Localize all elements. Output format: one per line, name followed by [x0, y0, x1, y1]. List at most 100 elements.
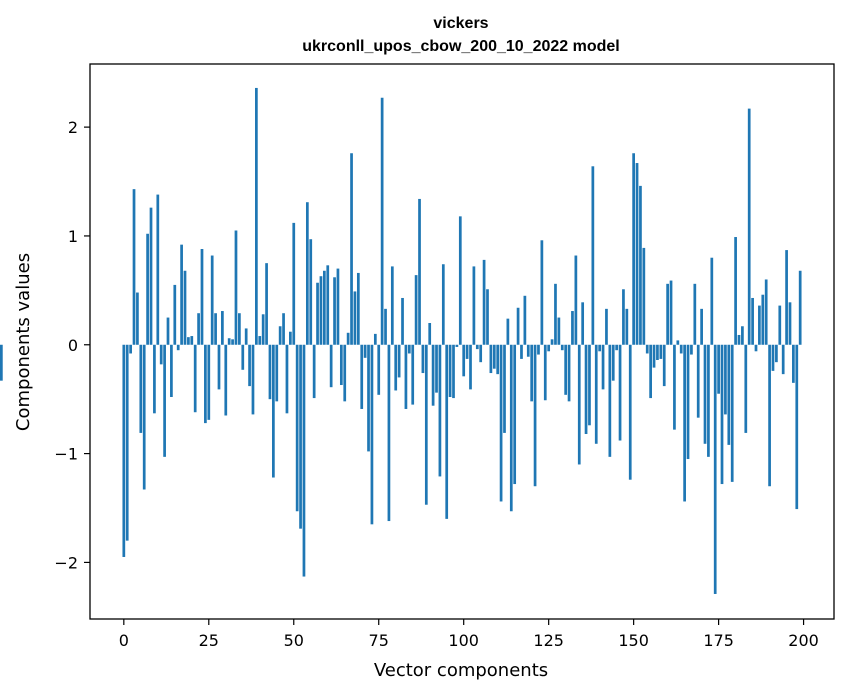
bar-26 [210, 255, 214, 345]
bar-159 [662, 344, 666, 387]
bar-99 [458, 216, 462, 345]
bar-86 [414, 275, 418, 345]
bar-46 [278, 326, 282, 345]
bar-28 [217, 344, 221, 390]
bar-176 [720, 344, 724, 485]
bar-41 [261, 314, 265, 345]
bar-161 [669, 280, 673, 345]
bar-9 [153, 344, 156, 414]
bar-195 [785, 250, 788, 345]
x-tick-label: 50 [284, 631, 304, 650]
bar-58 [319, 276, 323, 345]
bar-108 [489, 344, 493, 374]
bar-undefined [0, 344, 3, 381]
bar-50 [292, 222, 296, 345]
bar-193 [778, 305, 782, 345]
x-tick-label: 100 [448, 631, 479, 650]
bar-164 [679, 344, 683, 354]
bar-64 [339, 344, 343, 386]
bar-96 [448, 344, 452, 397]
bar-167 [690, 344, 693, 355]
bar-84 [407, 344, 411, 354]
bar-23 [200, 249, 204, 345]
bar-182 [741, 326, 744, 345]
bar-52 [299, 344, 302, 529]
bar-71 [363, 344, 367, 358]
bar-20 [190, 336, 194, 345]
bar-117 [520, 344, 523, 359]
bar-22 [197, 313, 200, 345]
bar-138 [591, 166, 595, 345]
bar-91 [431, 344, 435, 406]
bar-62 [333, 277, 336, 345]
chart-title: vickers [433, 15, 488, 32]
bar-152 [639, 185, 642, 345]
bar-144 [611, 344, 615, 381]
x-tick-label: 200 [788, 631, 819, 650]
bar-128 [557, 317, 561, 345]
bar-177 [724, 344, 727, 415]
bar-146 [618, 344, 622, 441]
bar-94 [441, 264, 445, 345]
y-tick-label: 1 [68, 227, 78, 246]
bar-122 [537, 344, 540, 355]
bar-6 [142, 344, 146, 490]
chart-subtitle: ukrconll_upos_cbow_200_10_2022 model [302, 38, 619, 55]
bar-63 [336, 268, 340, 345]
bar-124 [543, 344, 547, 401]
bar-59 [322, 270, 326, 345]
bar-29 [221, 311, 224, 345]
bar-65 [343, 344, 347, 402]
bar-47 [282, 313, 285, 345]
x-tick-label: 25 [199, 631, 219, 650]
bar-74 [373, 333, 377, 345]
bar-174 [713, 344, 717, 594]
bar-104 [475, 344, 479, 350]
bar-171 [703, 344, 707, 444]
bar-35 [241, 344, 245, 370]
bar-80 [394, 344, 398, 391]
bar-134 [577, 344, 581, 465]
y-tick-label: −1 [54, 445, 78, 464]
bar-16 [176, 344, 180, 351]
bar-17 [180, 244, 183, 345]
y-axis-label: Components values [13, 253, 34, 431]
bar-12 [163, 344, 166, 457]
bar-132 [571, 311, 574, 345]
plot-frame [89, 63, 835, 620]
bar-179 [730, 344, 734, 482]
bar-113 [506, 318, 510, 345]
bar-55 [309, 239, 313, 345]
bar-119 [526, 344, 530, 357]
bar-15 [173, 284, 177, 345]
bar-155 [649, 344, 652, 399]
bar-3 [132, 189, 136, 345]
bar-69 [356, 272, 360, 345]
bar-40 [258, 336, 262, 345]
bar-11 [159, 344, 163, 365]
bar-115 [513, 344, 517, 485]
bar-34 [238, 313, 241, 345]
bar-102 [469, 344, 472, 390]
bar-118 [523, 295, 527, 345]
bar-158 [659, 344, 663, 359]
bar-184 [747, 108, 751, 345]
bar-83 [404, 344, 408, 409]
bar-54 [305, 202, 309, 345]
bar-43 [268, 344, 272, 400]
bar-180 [734, 237, 737, 345]
bar-32 [231, 339, 234, 345]
bar-27 [214, 313, 217, 345]
bar-170 [700, 308, 703, 345]
bar-101 [465, 344, 469, 359]
bar-82 [401, 297, 404, 345]
bar-112 [503, 344, 506, 433]
bar-61 [329, 344, 333, 388]
bars-group [0, 87, 802, 594]
bar-73 [370, 344, 374, 525]
bar-81 [397, 344, 401, 378]
bar-178 [727, 344, 731, 445]
bar-18 [183, 270, 187, 345]
bar-31 [227, 338, 231, 345]
